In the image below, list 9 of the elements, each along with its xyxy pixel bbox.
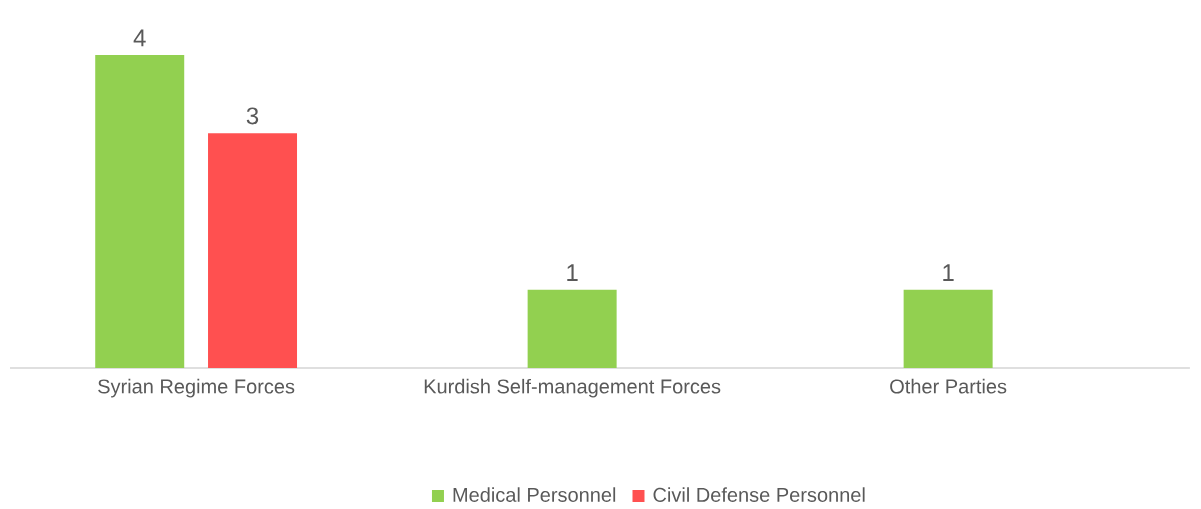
data-label: 1 (943, 264, 954, 281)
x-tick-label: Kurdish Self-management Forces (424, 378, 721, 398)
x-tick-label: Syrian Regime Forces (98, 378, 295, 398)
data-label: 4 (133, 29, 146, 47)
legend-label: Civil Defense Personnel (653, 487, 865, 502)
legend-label: Medical Personnel (453, 487, 616, 502)
data-label: 3 (246, 107, 259, 125)
x-tick-label: Other Parties (890, 378, 1007, 394)
data-label: 1 (567, 264, 578, 281)
